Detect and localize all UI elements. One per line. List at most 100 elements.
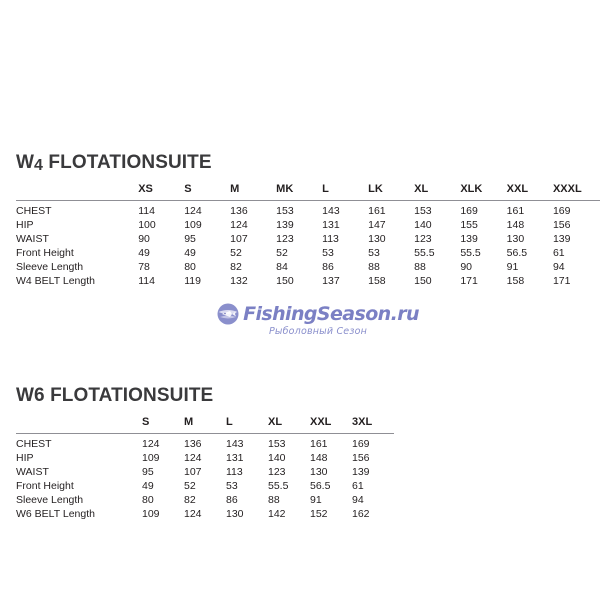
cell: 55.5	[268, 480, 289, 492]
cell: 113	[226, 466, 243, 478]
size-table-w6: S M L XL XXL 3XL CHEST 124 136 143 153 1…	[16, 416, 394, 521]
cell: 131	[322, 219, 340, 231]
table-title-w4: W4 FLOTATIONSUITE	[16, 152, 600, 174]
cell: 80	[184, 261, 196, 273]
cell: 80	[142, 494, 154, 506]
cell: 114	[138, 275, 155, 287]
cell: 113	[322, 233, 339, 245]
header-cell-lk: LK	[368, 183, 415, 201]
header-cell-xl: XL	[414, 183, 461, 201]
table-header-w6: S M L XL XXL 3XL	[16, 416, 394, 434]
header-corner-cell	[16, 416, 142, 434]
header-cell-3xl: 3XL	[352, 416, 394, 434]
header-cell-xxxl: XXXL	[552, 183, 600, 201]
cell: 153	[268, 438, 286, 450]
row-label-sleeve-length: Sleeve Length	[16, 494, 84, 506]
cell: 52	[230, 247, 242, 259]
row-label-waist: WAIST	[16, 233, 49, 245]
header-cell-xxl: XXL	[310, 416, 352, 434]
cell: 143	[226, 438, 244, 450]
cell: 139	[552, 233, 571, 245]
cell: 107	[184, 466, 202, 478]
cell: 169	[460, 205, 478, 217]
cell: 156	[552, 219, 571, 231]
table-row: CHEST 124 136 143 153 161 169	[16, 434, 394, 452]
cell: 161	[310, 438, 328, 450]
table-row: HIP 109 124 131 140 148 156	[16, 451, 394, 465]
cell: 152	[310, 508, 328, 520]
cell: 100	[138, 219, 156, 231]
cell: 119	[184, 275, 201, 287]
cell: 140	[268, 452, 286, 464]
cell: 52	[276, 247, 288, 259]
cell: 124	[184, 508, 202, 520]
cell: 148	[310, 452, 328, 464]
header-cell-xlk: XLK	[460, 183, 507, 201]
cell: 137	[322, 275, 340, 287]
cell: 139	[276, 219, 294, 231]
cell: 143	[322, 205, 340, 217]
cell: 91	[506, 261, 519, 273]
size-table-w4: XS S M MK L LK XL XLK XXL XXXL CHEST 114…	[16, 183, 600, 288]
table-title-w6-numeral: 6	[34, 385, 45, 406]
cell: 124	[184, 452, 202, 464]
cell: 95	[184, 233, 196, 245]
cell: 88	[414, 261, 426, 273]
globe-fish-icon	[217, 303, 239, 325]
cell: 153	[276, 205, 294, 217]
table-row: Front Height 49 49 52 52 53 53 55.5 55.5…	[16, 246, 600, 260]
cell: 52	[184, 480, 196, 492]
size-chart-block-w6: W6 FLOTATIONSUITE S M L XL XXL 3XL CHEST…	[16, 385, 394, 521]
row-label-chest: CHEST	[16, 205, 52, 217]
cell: 123	[414, 233, 432, 245]
cell: 130	[310, 466, 328, 478]
cell: 90	[460, 261, 473, 273]
cell: 109	[184, 219, 202, 231]
cell: 139	[460, 233, 478, 245]
header-corner-cell	[16, 183, 139, 201]
cell: 109	[142, 452, 160, 464]
cell: 161	[506, 205, 525, 217]
cell: 49	[138, 247, 150, 259]
table-header-row: S M L XL XXL 3XL	[16, 416, 394, 434]
table-title-w4-suffix: FLOTATIONSUITE	[43, 152, 212, 173]
row-label-waist: WAIST	[16, 466, 49, 478]
watermark-subtitle: Рыболовный Сезон	[268, 326, 368, 337]
cell: 95	[142, 466, 154, 478]
cell: 109	[142, 508, 160, 520]
cell: 132	[230, 275, 248, 287]
table-title-w6: W6 FLOTATIONSUITE	[16, 385, 394, 407]
cell: 88	[368, 261, 380, 273]
table-row: W4 BELT Length 114 119 132 150 137 158 1…	[16, 274, 600, 288]
cell: 130	[506, 233, 525, 245]
cell: 61	[352, 480, 364, 492]
cell: 124	[142, 438, 160, 450]
header-cell-xl: XL	[268, 416, 310, 434]
table-header-w4: XS S M MK L LK XL XLK XXL XXXL	[16, 183, 600, 201]
cell: 140	[414, 219, 432, 231]
row-label-belt-length: W6 BELT Length	[16, 508, 95, 520]
cell: 136	[230, 205, 248, 217]
cell: 156	[352, 452, 370, 464]
row-label-front-height: Front Height	[16, 247, 74, 259]
row-label-sleeve-length: Sleeve Length	[16, 261, 84, 273]
cell: 153	[414, 205, 432, 217]
cell: 150	[414, 275, 432, 287]
cell: 94	[552, 261, 565, 273]
header-cell-s: S	[142, 416, 184, 434]
cell: 171	[460, 275, 478, 287]
cell: 82	[230, 261, 242, 273]
cell: 84	[276, 261, 288, 273]
row-label-front-height: Front Height	[16, 480, 74, 492]
cell: 123	[276, 233, 294, 245]
table-header-row: XS S M MK L LK XL XLK XXL XXXL	[16, 183, 600, 201]
watermark-brand-row: FishingSeason.ru	[217, 303, 419, 325]
cell: 107	[230, 233, 248, 245]
cell: 49	[184, 247, 196, 259]
cell: 82	[184, 494, 196, 506]
cell: 161	[368, 205, 386, 217]
size-chart-block-w4: W4 FLOTATIONSUITE XS S M MK L LK XL XLK …	[16, 152, 600, 288]
table-title-w6-suffix: FLOTATIONSUITE	[44, 385, 214, 406]
cell: 53	[226, 480, 238, 492]
table-row: WAIST 90 95 107 123 113 130 123 139 130 …	[16, 232, 600, 246]
